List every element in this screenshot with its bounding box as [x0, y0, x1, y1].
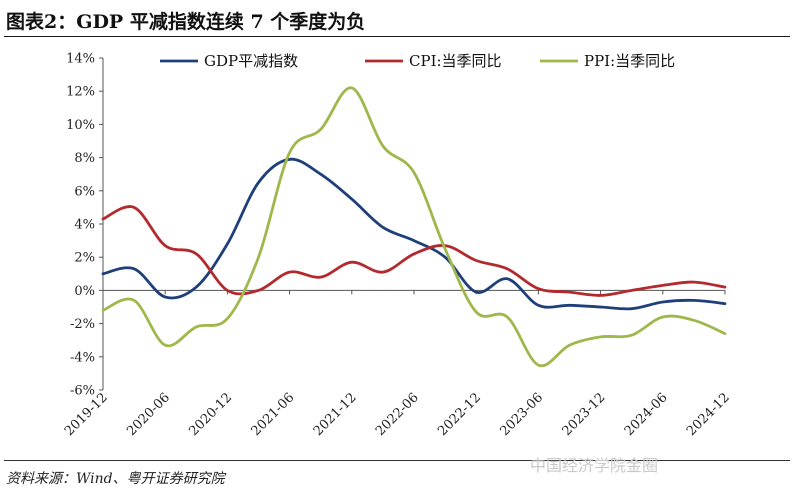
x-tick-label: 2023-06: [497, 390, 546, 439]
y-tick-label: 12%: [66, 85, 95, 100]
series-line-gdp-deflator: [101, 157, 727, 311]
x-tick-label: 2020-06: [124, 390, 173, 439]
legend-label-gdp-deflator: GDP平减指数: [204, 52, 298, 70]
y-tick-label: -6%: [70, 384, 95, 399]
y-tick-label: 8%: [74, 151, 95, 166]
x-tick-label: 2023-12: [560, 390, 609, 439]
x-tick-label: 2022-12: [435, 390, 484, 439]
page-title: 图表2：GDP 平减指数连续 7 个季度为负: [6, 11, 366, 33]
source-note: 资料来源：Wind、粤开证券研究院: [6, 471, 225, 487]
y-tick-label: -2%: [70, 317, 95, 332]
x-axis: 2019-12 2020-06 2020-12 2021-06 2021-12 2022-…: [62, 289, 733, 439]
watermark: 中国经济学院金圈: [530, 456, 659, 475]
y-tick-label: 0%: [74, 284, 95, 299]
series-layer: [101, 86, 727, 368]
x-tick-label: 2022-06: [373, 390, 422, 439]
legend-label-cpi: CPI:当季同比: [409, 52, 502, 70]
title-divider: [4, 36, 790, 37]
y-tick-label: 10%: [66, 118, 95, 133]
line-chart: -6%-4%-2%0%2%4%6%8%10%12%14% 2019-12 2020…: [62, 52, 733, 440]
x-tick-label: 2021-12: [311, 390, 360, 439]
x-tick-label: 2024-12: [684, 390, 733, 439]
y-tick-label: 14%: [66, 52, 95, 67]
y-tick-label: -4%: [70, 350, 95, 365]
y-tick-label: 4%: [74, 218, 95, 233]
y-tick-label: 2%: [74, 251, 95, 266]
y-axis: -6% -4% -2% 0% 2% 4% 6% 8% 10% 12% 14%: [66, 52, 104, 399]
x-tick-label: 2020-12: [186, 390, 235, 439]
legend-label-ppi: PPI:当季同比: [584, 52, 675, 70]
series-line-cpi: [101, 205, 727, 297]
source-divider: [4, 460, 790, 461]
x-tick-label: 2021-06: [249, 390, 298, 439]
legend: GDP平减指数 CPI:当季同比 PPI:当季同比: [160, 52, 675, 70]
series-line-ppi: [101, 86, 727, 368]
x-tick-label: 2024-06: [622, 390, 671, 439]
y-tick-label: 6%: [74, 184, 95, 199]
